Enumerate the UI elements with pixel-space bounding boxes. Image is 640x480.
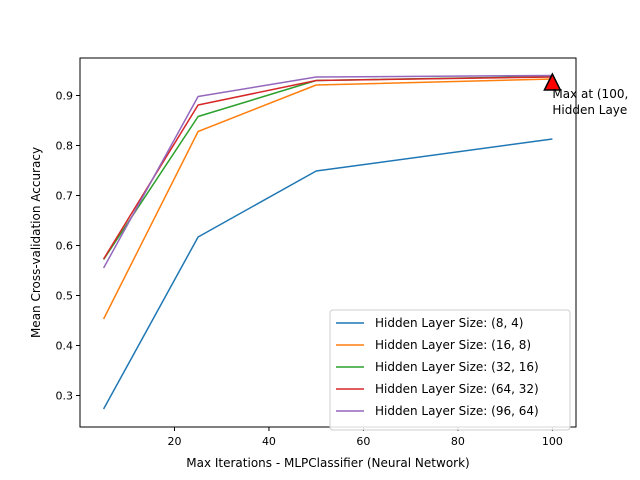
annotation-text-line-2: Hidden Laye (552, 103, 627, 117)
y-tick-label: 0.3 (56, 390, 74, 403)
y-axis-ticks: 0.3 0.4 0.5 0.6 0.7 0.8 0.9 (56, 90, 80, 403)
legend-label-2: Hidden Layer Size: (16, 8) (375, 338, 531, 352)
y-tick-label: 0.4 (56, 340, 74, 353)
series-line-3 (102, 75, 553, 260)
series-line-2 (102, 78, 553, 320)
x-tick-label: 100 (542, 435, 563, 448)
y-tick-label: 0.7 (56, 190, 74, 203)
legend-label-4: Hidden Layer Size: (64, 32) (375, 382, 539, 396)
legend-box (329, 309, 571, 431)
marker-layer (543, 72, 562, 91)
series-line-5 (102, 74, 553, 269)
series-line-1 (102, 138, 553, 410)
legend-label-3: Hidden Layer Size: (32, 16) (375, 360, 539, 374)
y-tick-label: 0.9 (56, 90, 74, 103)
x-axis-ticks: 20 40 60 80 100 (167, 427, 563, 448)
x-tick-label: 60 (356, 435, 370, 448)
y-tick-label: 0.6 (56, 240, 74, 253)
max-marker-triangle (543, 72, 562, 91)
series-line-4 (102, 76, 553, 260)
legend-label-5: Hidden Layer Size: (96, 64) (375, 404, 539, 418)
legend-label-1: Hidden Layer Size: (8, 4) (375, 316, 523, 330)
plot-area-frame (79, 57, 577, 428)
y-tick-label: 0.5 (56, 290, 74, 303)
legend: Hidden Layer Size: (8, 4) Hidden Layer Si… (329, 309, 571, 431)
annotation-text-line-1: Max at (100, (552, 87, 628, 101)
x-tick-label: 20 (167, 435, 181, 448)
x-axis-label: Max Iterations - MLPClassifier (Neural N… (186, 456, 469, 470)
x-tick-label: 80 (451, 435, 465, 448)
x-tick-label: 40 (262, 435, 276, 448)
y-axis-label: Mean Cross-validation Accuracy (29, 147, 43, 338)
series-layer (102, 74, 553, 410)
y-tick-label: 0.8 (56, 140, 74, 153)
max-annotation: Max at (100, Hidden Laye (552, 87, 628, 117)
